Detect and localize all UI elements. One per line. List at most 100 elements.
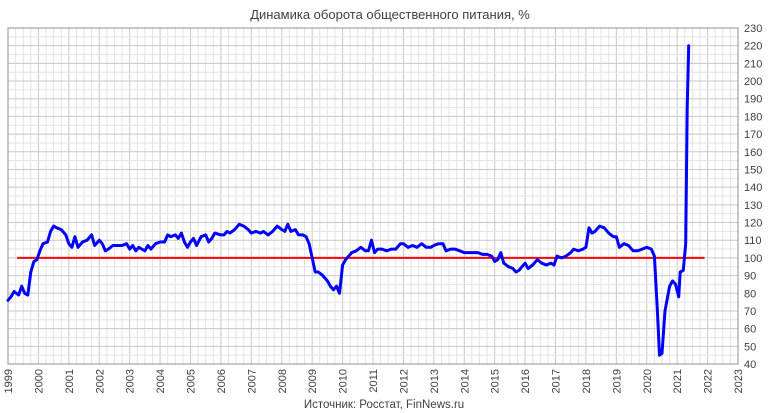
data-point xyxy=(233,228,236,231)
x-tick-label: 2004 xyxy=(155,369,167,393)
data-point xyxy=(582,248,584,250)
data-point xyxy=(355,250,358,252)
data-point xyxy=(276,225,279,227)
data-point xyxy=(618,246,621,249)
data-point xyxy=(594,230,596,233)
data-point xyxy=(350,251,353,254)
data-point xyxy=(512,267,514,270)
data-point xyxy=(104,250,107,252)
x-tick-label: 2016 xyxy=(520,369,532,393)
data-point xyxy=(521,265,523,268)
data-point xyxy=(259,232,262,234)
data-point xyxy=(159,241,161,243)
data-point xyxy=(430,246,432,249)
data-point xyxy=(287,223,289,226)
data-point xyxy=(527,267,529,270)
y-tick-label: 230 xyxy=(744,23,762,35)
data-point xyxy=(107,248,110,250)
data-point xyxy=(623,242,625,245)
data-point xyxy=(68,242,70,245)
data-point xyxy=(242,225,245,227)
data-point xyxy=(577,250,580,252)
data-point xyxy=(344,258,347,261)
data-point xyxy=(267,234,269,236)
data-point xyxy=(135,250,137,252)
data-point xyxy=(373,251,376,254)
x-tick-label: 2020 xyxy=(642,369,654,393)
data-point xyxy=(668,285,671,288)
data-point xyxy=(101,242,104,245)
data-point xyxy=(322,274,324,277)
data-point xyxy=(10,296,12,298)
data-point xyxy=(297,234,300,236)
data-point xyxy=(437,242,440,245)
data-point xyxy=(682,269,685,272)
data-point xyxy=(524,262,526,265)
series-layer xyxy=(6,44,691,357)
data-point xyxy=(560,257,563,259)
y-tick-label: 40 xyxy=(744,359,756,371)
data-point xyxy=(226,230,228,233)
data-point xyxy=(445,250,447,252)
data-point xyxy=(128,248,131,250)
data-point xyxy=(627,244,630,247)
x-axis-ticks: 1999 2000 2001 2002 2003 2004 2005 2006 2007 2008… xyxy=(3,369,745,393)
x-tick-label: 2003 xyxy=(125,369,137,393)
data-point xyxy=(174,234,177,236)
data-point xyxy=(385,250,388,252)
data-point xyxy=(214,232,216,234)
data-point xyxy=(147,244,149,247)
data-point xyxy=(65,234,67,236)
data-point xyxy=(458,250,461,252)
y-tick-label: 140 xyxy=(744,182,762,194)
data-point xyxy=(679,271,681,273)
data-point xyxy=(493,260,496,263)
data-point xyxy=(177,237,180,240)
data-point xyxy=(13,290,15,293)
y-tick-label: 180 xyxy=(744,111,762,123)
data-point xyxy=(572,248,575,250)
x-tick-label: 2017 xyxy=(551,369,563,393)
data-point xyxy=(305,235,307,238)
data-point xyxy=(653,255,656,257)
data-point xyxy=(192,237,195,240)
y-tick-label: 110 xyxy=(744,235,762,247)
x-tick-label: 2021 xyxy=(672,369,684,393)
x-tick-label: 1999 xyxy=(3,369,15,393)
data-point xyxy=(612,235,615,238)
data-point xyxy=(395,248,397,250)
data-point xyxy=(463,251,466,254)
data-point xyxy=(407,246,409,249)
data-point xyxy=(7,299,9,302)
data-point xyxy=(189,241,192,243)
data-point xyxy=(658,354,661,357)
data-point xyxy=(399,242,402,245)
data-point xyxy=(112,244,114,247)
data-point xyxy=(615,235,618,238)
data-point xyxy=(183,241,186,243)
data-point xyxy=(402,242,405,245)
data-point xyxy=(200,235,202,238)
x-tick-label: 2001 xyxy=(64,369,76,393)
data-point xyxy=(255,230,257,233)
data-point xyxy=(684,242,687,245)
data-point xyxy=(687,44,690,47)
data-point xyxy=(284,230,286,233)
data-point xyxy=(33,260,35,263)
data-point xyxy=(42,242,44,245)
data-point xyxy=(326,280,329,282)
data-point xyxy=(125,242,128,245)
chart-grid xyxy=(7,27,739,365)
data-point xyxy=(116,244,119,247)
data-point xyxy=(569,251,572,254)
data-point xyxy=(81,241,84,243)
data-point xyxy=(39,250,41,252)
y-tick-label: 50 xyxy=(744,341,756,353)
data-point xyxy=(204,234,207,236)
source-caption: Источник: Росстат, FinNews.ru xyxy=(304,399,464,411)
x-tick-label: 2010 xyxy=(338,369,350,393)
data-point xyxy=(302,234,304,236)
x-tick-label: 2000 xyxy=(33,369,45,393)
